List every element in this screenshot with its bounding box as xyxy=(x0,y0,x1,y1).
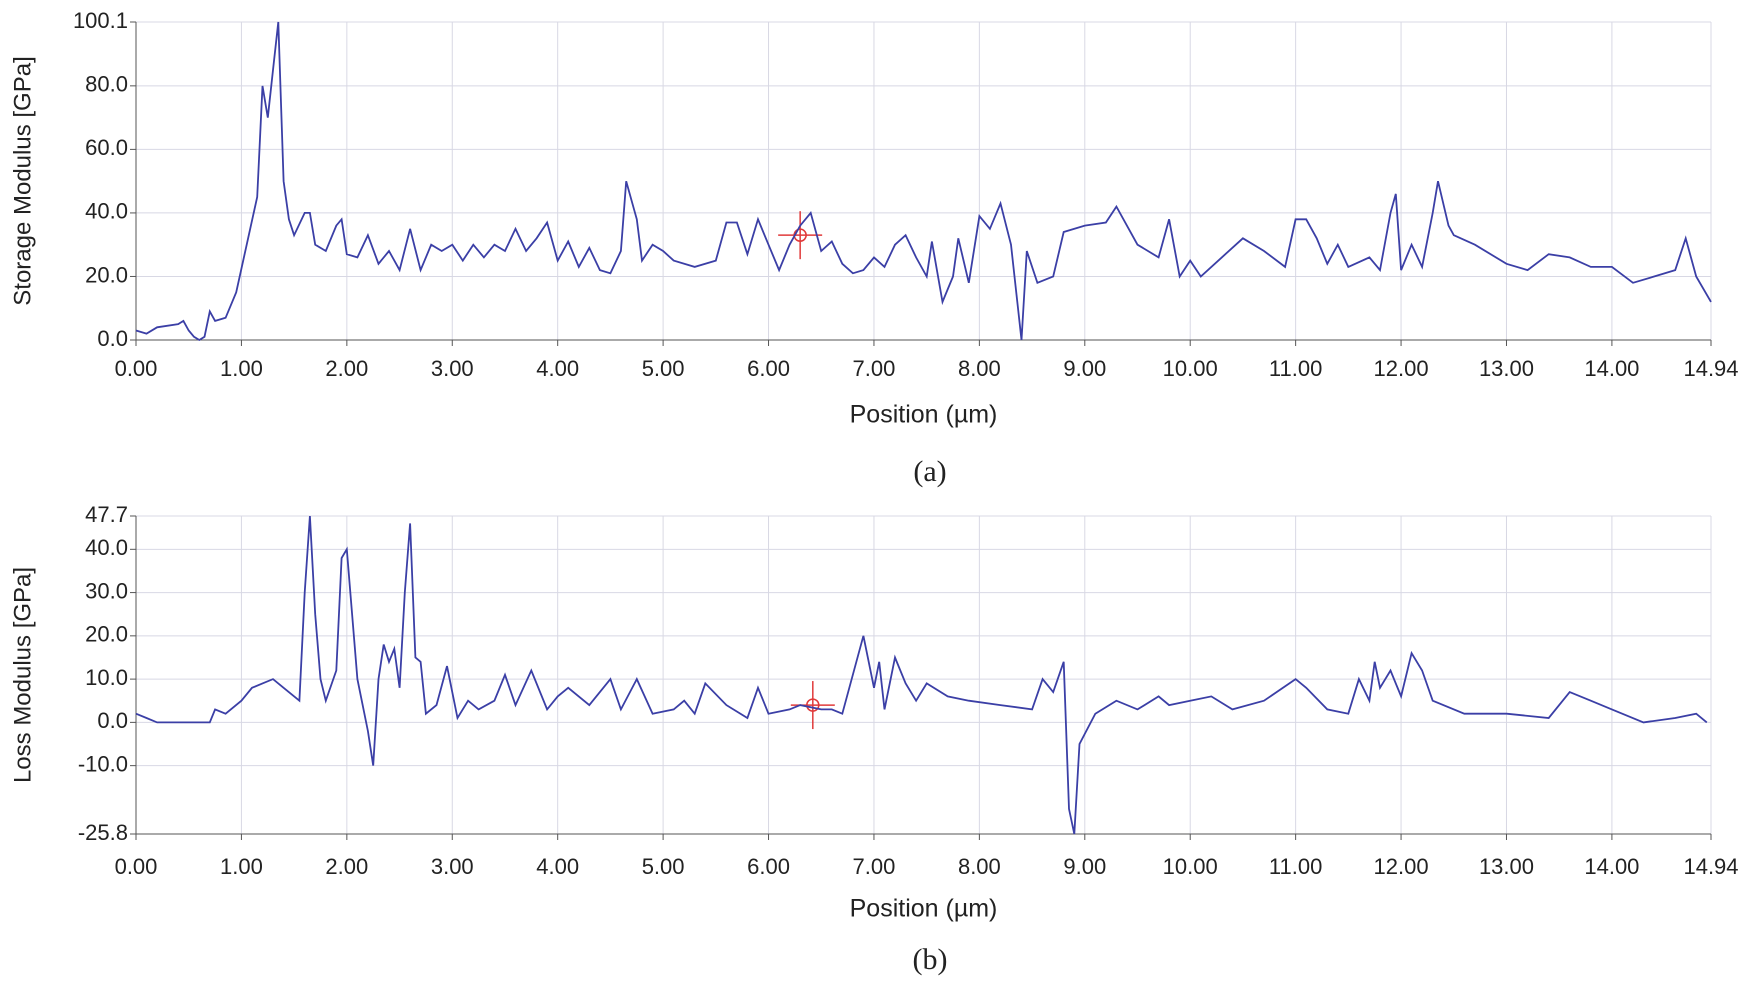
x-tick-label: 14.94 xyxy=(1683,356,1738,381)
y-axis-title: Storage Modulus [GPa] xyxy=(9,56,36,305)
x-tick-label: 7.00 xyxy=(853,356,896,381)
x-tick-label: 7.00 xyxy=(853,854,896,879)
x-tick-label: 12.00 xyxy=(1374,356,1429,381)
y-tick-label: 0.0 xyxy=(97,326,128,351)
y-tick-label: 80.0 xyxy=(85,72,128,97)
cursor xyxy=(806,698,820,712)
x-tick-label: 9.00 xyxy=(1063,854,1106,879)
y-tick-label: 47.7 xyxy=(85,502,128,527)
x-tick-label: 9.00 xyxy=(1063,356,1106,381)
y-tick-label: 20.0 xyxy=(85,622,128,647)
x-tick-label: 14.00 xyxy=(1584,356,1639,381)
caption: (b) xyxy=(913,943,948,976)
x-tick-label: 4.00 xyxy=(536,854,579,879)
x-tick-label: 12.00 xyxy=(1374,854,1429,879)
data-line xyxy=(135,21,1712,342)
x-tick-label: 13.00 xyxy=(1479,356,1534,381)
x-axis-title: Position (µm) xyxy=(850,895,998,923)
x-tick-label: 2.00 xyxy=(325,854,368,879)
y-tick-label: 40.0 xyxy=(85,535,128,560)
y-tick-label: -25.8 xyxy=(78,820,128,845)
x-tick-label: 8.00 xyxy=(958,854,1001,879)
x-tick-label: 1.00 xyxy=(220,356,263,381)
y-tick-label: 40.0 xyxy=(85,199,128,224)
plot-area xyxy=(136,22,1711,340)
x-tick-label: 11.00 xyxy=(1269,356,1322,381)
x-tick-label: 5.00 xyxy=(642,854,685,879)
x-tick-label: 14.94 xyxy=(1683,854,1738,879)
x-tick-label: 4.00 xyxy=(536,356,579,381)
y-tick-label: -10.0 xyxy=(78,751,128,776)
x-tick-label: 1.00 xyxy=(220,854,263,879)
chart: 0.00 1.00 2.00 3.00 4.00 5.00 6.00 7.00 8.00 9.00… xyxy=(9,502,1738,976)
x-tick-label: 0.00 xyxy=(115,854,158,879)
x-tick-label: 0.00 xyxy=(115,356,158,381)
x-tick-label: 6.00 xyxy=(747,356,790,381)
y-tick-label: 10.0 xyxy=(85,665,128,690)
y-tick-label: 60.0 xyxy=(85,135,128,160)
y-tick-label: 0.0 xyxy=(97,708,128,733)
x-tick-label: 3.00 xyxy=(431,854,474,879)
x-tick-label: 13.00 xyxy=(1479,854,1534,879)
plot-area xyxy=(136,516,1711,834)
x-tick-label: 6.00 xyxy=(747,854,790,879)
x-tick-label: 8.00 xyxy=(958,356,1001,381)
y-axis-title: Loss Modulus [GPa] xyxy=(9,567,36,783)
x-axis-title: Position (µm) xyxy=(850,401,998,429)
y-tick-label: 30.0 xyxy=(85,578,128,603)
y-tick-label: 100.1 xyxy=(73,8,128,33)
y-tick-label: 20.0 xyxy=(85,262,128,287)
x-tick-label: 3.00 xyxy=(431,356,474,381)
x-tick-label: 5.00 xyxy=(642,356,685,381)
x-tick-label: 2.00 xyxy=(325,356,368,381)
x-tick-label: 10.00 xyxy=(1163,854,1218,879)
x-tick-label: 11.00 xyxy=(1269,854,1322,879)
chart: 0.00 1.00 2.00 3.00 4.00 5.00 6.00 7.00 8.00 9.00… xyxy=(9,8,1738,488)
x-tick-label: 10.00 xyxy=(1163,356,1218,381)
caption: (a) xyxy=(913,455,946,488)
x-tick-label: 14.00 xyxy=(1584,854,1639,879)
data-line xyxy=(135,515,1708,835)
